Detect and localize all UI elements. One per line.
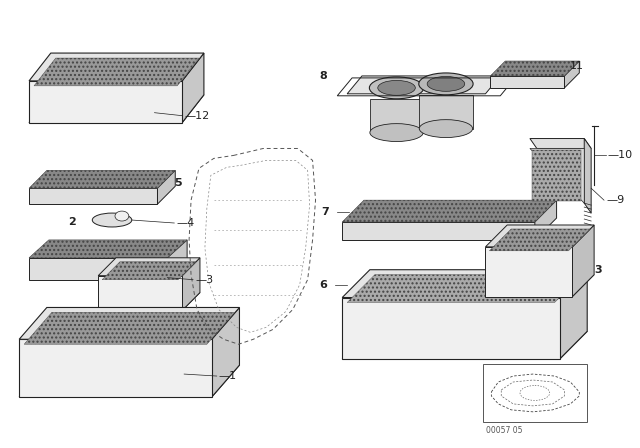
Polygon shape	[530, 148, 584, 203]
Polygon shape	[182, 53, 204, 123]
Polygon shape	[19, 339, 212, 397]
Polygon shape	[347, 76, 500, 94]
Polygon shape	[98, 258, 200, 276]
Polygon shape	[342, 297, 559, 359]
Polygon shape	[29, 95, 204, 123]
Polygon shape	[212, 307, 239, 397]
Text: 11: 11	[570, 61, 584, 71]
Text: 8: 8	[319, 71, 328, 81]
Polygon shape	[490, 229, 590, 251]
Polygon shape	[98, 276, 182, 310]
Text: 3: 3	[594, 265, 602, 275]
Polygon shape	[167, 240, 187, 280]
Polygon shape	[157, 170, 175, 204]
Polygon shape	[182, 258, 200, 310]
Polygon shape	[29, 81, 182, 123]
Polygon shape	[102, 262, 196, 280]
Ellipse shape	[427, 77, 465, 91]
Text: 7: 7	[322, 207, 330, 217]
Text: 5: 5	[174, 178, 182, 188]
Polygon shape	[559, 270, 588, 359]
Polygon shape	[29, 258, 167, 280]
Ellipse shape	[419, 73, 473, 95]
Polygon shape	[370, 99, 423, 133]
Polygon shape	[490, 76, 564, 88]
Polygon shape	[19, 307, 239, 339]
Text: —3: —3	[195, 275, 213, 284]
Ellipse shape	[378, 80, 415, 95]
Text: 2: 2	[68, 217, 76, 227]
Polygon shape	[535, 200, 557, 240]
Polygon shape	[490, 61, 579, 76]
Polygon shape	[342, 222, 535, 240]
Text: —4: —4	[176, 218, 195, 228]
Ellipse shape	[115, 211, 129, 221]
Polygon shape	[419, 95, 472, 129]
Polygon shape	[98, 293, 200, 310]
Ellipse shape	[369, 77, 424, 99]
Polygon shape	[342, 332, 588, 359]
Ellipse shape	[370, 124, 423, 142]
Polygon shape	[532, 151, 581, 201]
Text: —1: —1	[219, 371, 237, 381]
Polygon shape	[572, 225, 594, 297]
Ellipse shape	[92, 213, 132, 227]
Polygon shape	[29, 53, 204, 81]
Polygon shape	[29, 240, 187, 258]
Polygon shape	[29, 170, 175, 188]
Polygon shape	[486, 275, 594, 297]
Text: 00057 05: 00057 05	[486, 426, 523, 435]
Polygon shape	[564, 61, 579, 88]
Ellipse shape	[419, 120, 472, 138]
Polygon shape	[486, 247, 572, 297]
Text: —12: —12	[184, 111, 209, 121]
Polygon shape	[19, 365, 239, 397]
Polygon shape	[530, 138, 591, 148]
Text: —9: —9	[606, 195, 624, 205]
Polygon shape	[34, 58, 199, 86]
Polygon shape	[347, 275, 582, 302]
Polygon shape	[584, 138, 591, 213]
Polygon shape	[342, 200, 557, 222]
Text: 6: 6	[319, 280, 328, 289]
Text: —10: —10	[608, 151, 633, 160]
Polygon shape	[342, 270, 588, 297]
Polygon shape	[29, 188, 157, 204]
Polygon shape	[24, 312, 234, 344]
Polygon shape	[486, 225, 594, 247]
